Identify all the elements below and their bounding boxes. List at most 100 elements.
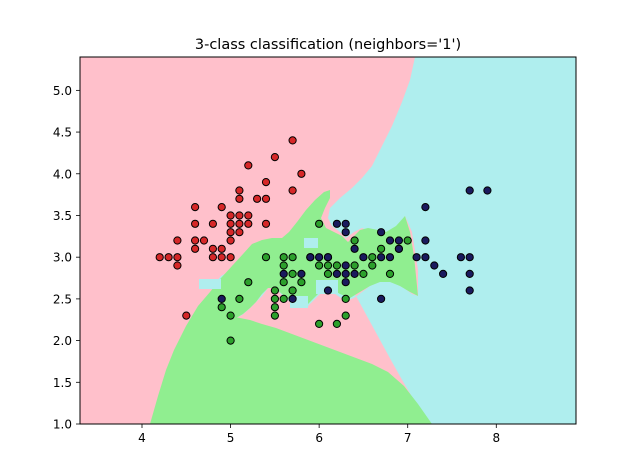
data-point-class-2: [421, 236, 430, 245]
data-point-class-0: [199, 236, 209, 245]
data-point-class-0: [191, 219, 200, 228]
data-point-class-2: [394, 244, 403, 253]
data-point-class-0: [261, 194, 271, 203]
data-point-class-2: [217, 294, 226, 303]
decision-region-2: [212, 57, 576, 424]
cyan-island: [199, 279, 221, 289]
data-point-class-2: [377, 253, 386, 262]
y-tick-label: 3.0: [53, 251, 72, 265]
data-point-class-2: [421, 253, 430, 262]
data-point-class-2: [465, 286, 474, 295]
data-point-class-0: [217, 203, 226, 212]
data-point-class-2: [377, 228, 386, 237]
data-point-class-0: [235, 186, 244, 195]
data-point-class-0: [173, 261, 182, 270]
data-point-class-1: [217, 303, 226, 312]
data-point-class-2: [341, 228, 350, 237]
data-point-class-1: [279, 294, 288, 303]
data-point-class-2: [439, 269, 448, 278]
data-point-class-1: [279, 261, 288, 270]
y-tick-label: 4.5: [53, 126, 72, 140]
data-point-class-0: [244, 211, 253, 220]
x-tick-label: 5: [227, 431, 235, 445]
data-point-class-1: [288, 286, 297, 295]
x-tick-label: 7: [404, 431, 412, 445]
data-point-class-0: [217, 253, 226, 262]
green-island: [340, 256, 354, 266]
data-point-class-2: [377, 294, 386, 303]
scatter-points: [155, 136, 492, 345]
data-point-class-1: [270, 303, 279, 312]
data-point-class-1: [226, 336, 235, 345]
data-point-class-2: [394, 236, 403, 245]
data-point-class-0: [244, 219, 253, 228]
data-point-class-0: [297, 169, 306, 178]
data-point-class-1: [350, 261, 359, 270]
y-tick-label: 4.0: [53, 167, 72, 181]
data-point-class-1: [261, 253, 271, 262]
data-point-class-1: [332, 261, 341, 270]
data-point-class-2: [456, 253, 465, 262]
data-point-class-1: [288, 269, 297, 278]
data-point-class-1: [350, 236, 359, 245]
data-point-class-1: [297, 278, 306, 287]
data-point-class-0: [226, 236, 235, 245]
data-point-class-1: [403, 236, 412, 245]
data-point-class-2: [421, 203, 430, 212]
data-point-class-0: [235, 194, 244, 203]
data-point-class-2: [297, 269, 306, 278]
data-point-class-1: [270, 311, 279, 320]
data-point-class-0: [235, 219, 244, 228]
data-point-class-1: [288, 253, 297, 262]
data-point-class-1: [323, 269, 333, 278]
data-point-class-0: [235, 228, 244, 237]
data-point-class-1: [332, 319, 341, 328]
decision-region-1: [150, 190, 432, 424]
data-point-class-0: [226, 211, 235, 220]
y-tick-label: 1.0: [53, 418, 72, 432]
data-point-class-0: [182, 311, 191, 320]
decision-regions: [80, 57, 576, 424]
data-point-class-0: [208, 219, 217, 228]
data-point-class-2: [430, 261, 439, 270]
data-point-class-1: [341, 311, 350, 320]
y-tick-label: 2.5: [53, 292, 72, 306]
data-point-class-0: [208, 253, 217, 262]
data-point-class-0: [173, 236, 182, 245]
data-point-class-1: [368, 253, 377, 262]
data-point-class-0: [226, 253, 235, 262]
data-point-class-0: [191, 236, 200, 245]
data-point-class-1: [244, 278, 253, 287]
data-point-class-0: [253, 194, 262, 203]
data-point-class-2: [306, 253, 315, 262]
green-island: [364, 234, 376, 246]
data-point-class-0: [191, 244, 200, 253]
data-point-class-2: [341, 219, 350, 228]
data-point-class-0: [173, 253, 182, 262]
data-point-class-2: [315, 253, 324, 262]
cyan-island: [304, 238, 318, 248]
y-axis: 1.0 1.5 2.0 2.5 3.0 3.5 4.0 4.5 5.0: [53, 84, 80, 432]
data-point-class-1: [385, 269, 395, 278]
data-point-class-2: [350, 244, 359, 253]
data-point-class-2: [412, 253, 421, 262]
axes-frame: [79, 56, 577, 425]
data-point-class-1: [368, 261, 377, 270]
data-point-class-2: [332, 269, 341, 278]
x-tick-label: 6: [315, 431, 323, 445]
data-point-class-2: [483, 186, 492, 195]
data-point-class-0: [244, 161, 253, 170]
x-axis: 4 5 6 7 8: [138, 424, 500, 445]
data-point-class-1: [315, 261, 324, 270]
data-point-class-1: [359, 269, 368, 278]
data-point-class-0: [288, 186, 297, 195]
data-point-class-2: [341, 269, 350, 278]
data-point-class-0: [155, 253, 164, 262]
data-point-class-0: [226, 228, 235, 237]
data-point-class-0: [235, 211, 244, 220]
y-tick-label: 5.0: [53, 84, 72, 98]
y-tick-label: 3.5: [53, 209, 72, 223]
data-point-class-2: [465, 186, 474, 195]
data-point-class-1: [235, 294, 244, 303]
